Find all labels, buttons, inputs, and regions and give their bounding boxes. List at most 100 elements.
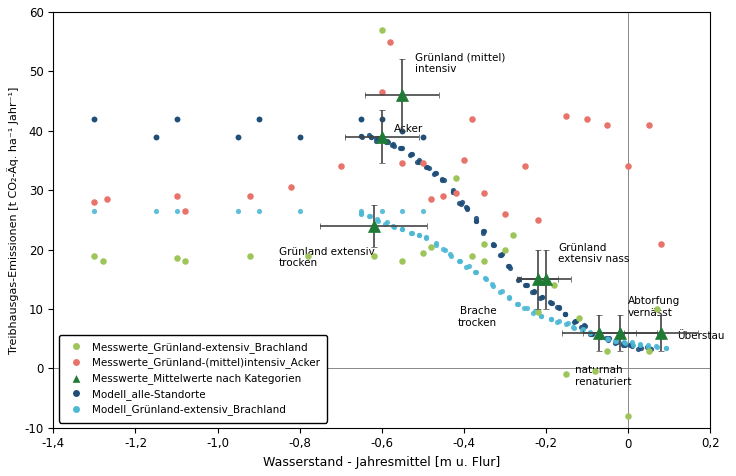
Point — [512, 300, 523, 307]
Point — [626, 341, 638, 348]
Point — [380, 138, 392, 146]
Point — [414, 231, 425, 239]
Point — [640, 343, 652, 350]
Point — [619, 339, 631, 347]
Point — [634, 341, 646, 348]
Point — [617, 339, 629, 347]
Point — [655, 240, 667, 248]
Point — [367, 252, 379, 259]
Point — [567, 324, 579, 331]
Point — [376, 207, 388, 215]
Point — [382, 138, 394, 145]
Point — [494, 251, 506, 259]
Point — [96, 258, 108, 265]
Point — [436, 176, 447, 183]
Point — [486, 280, 498, 288]
Point — [513, 275, 525, 282]
Point — [595, 333, 606, 340]
Point — [545, 315, 556, 323]
Point — [470, 268, 481, 276]
Point — [536, 312, 548, 319]
Point — [590, 367, 601, 375]
Point — [518, 304, 530, 312]
Point — [575, 324, 587, 331]
Point — [394, 144, 406, 152]
Point — [405, 229, 417, 237]
Point — [478, 240, 490, 248]
Point — [643, 121, 654, 129]
Point — [551, 304, 562, 311]
Text: Acker: Acker — [394, 124, 423, 134]
Point — [363, 212, 375, 220]
Point — [420, 234, 431, 241]
Point — [553, 305, 565, 312]
Point — [88, 252, 100, 259]
Text: naturnah
renaturiert: naturnah renaturiert — [575, 366, 631, 387]
Point — [420, 163, 432, 171]
Point — [437, 192, 449, 200]
Point — [594, 331, 606, 339]
Point — [364, 212, 375, 220]
Point — [578, 322, 590, 329]
Point — [413, 232, 425, 239]
Point — [553, 303, 565, 311]
Point — [421, 163, 433, 170]
Point — [355, 210, 367, 218]
Point — [632, 345, 644, 353]
Point — [470, 217, 482, 225]
Point — [643, 347, 654, 354]
Text: Grünland (mittel)
intensiv: Grünland (mittel) intensiv — [414, 53, 505, 74]
Point — [417, 133, 428, 140]
Point — [495, 288, 506, 296]
Point — [584, 328, 596, 336]
Point — [379, 220, 391, 228]
Point — [431, 241, 442, 248]
Point — [618, 338, 630, 346]
Point — [562, 319, 573, 327]
Point — [521, 281, 533, 288]
Point — [425, 195, 437, 203]
Text: Abtorfung
vernässt: Abtorfung vernässt — [628, 296, 680, 318]
Point — [600, 335, 612, 342]
Point — [461, 205, 473, 212]
Point — [528, 288, 540, 296]
Point — [624, 341, 636, 348]
Point — [386, 141, 398, 149]
Point — [537, 293, 548, 300]
Point — [635, 344, 647, 352]
Point — [88, 207, 100, 215]
Point — [445, 253, 456, 260]
Point — [643, 341, 654, 348]
Point — [546, 300, 558, 307]
Point — [171, 192, 183, 200]
Point — [579, 322, 591, 329]
Point — [447, 188, 459, 196]
Point — [573, 314, 584, 322]
Point — [406, 229, 417, 237]
Point — [355, 209, 367, 217]
Point — [622, 412, 634, 420]
Point — [626, 340, 637, 348]
Point — [396, 225, 408, 233]
Point — [387, 222, 399, 230]
Point — [561, 370, 573, 378]
Point — [450, 175, 461, 182]
Point — [568, 324, 580, 331]
Point — [528, 288, 540, 295]
Point — [534, 312, 546, 320]
Point — [294, 207, 305, 215]
Point — [395, 144, 407, 151]
Point — [532, 216, 544, 224]
Point — [499, 246, 511, 253]
Point — [594, 334, 606, 341]
Point — [660, 344, 672, 351]
Point — [436, 175, 448, 183]
Point — [478, 189, 490, 197]
Point — [397, 159, 408, 167]
Point — [420, 233, 432, 240]
Point — [302, 252, 314, 259]
Point — [602, 336, 614, 343]
Point — [171, 255, 183, 262]
Point — [376, 115, 388, 123]
Point — [581, 115, 592, 123]
